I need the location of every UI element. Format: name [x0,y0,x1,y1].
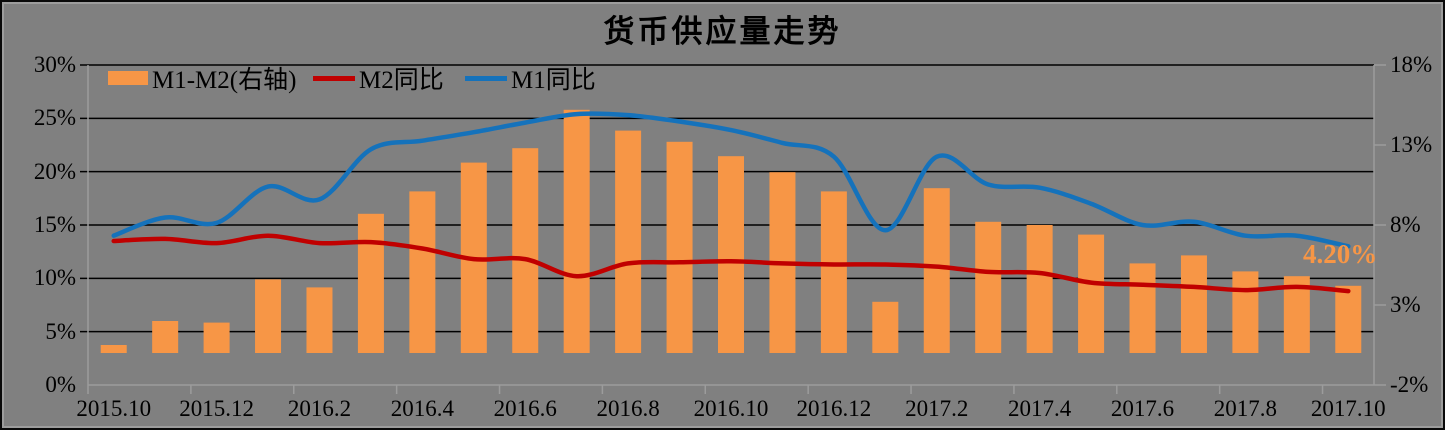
x-axis-tick-label: 2016.12 [796,396,872,421]
x-axis-tick-label: 2017.6 [1110,396,1175,421]
left-axis-tick-label: 30% [33,52,76,77]
bar-swatch-icon [108,71,148,85]
bar [1129,263,1156,353]
legend-item-m2-yoy: M2同比 [313,64,444,94]
m1-yoy-line [111,111,1351,249]
bar [923,188,950,353]
legend-item-m1-yoy: M1同比 [465,64,596,94]
legend-label-m2-yoy: M2同比 [359,67,444,94]
left-axis-tick-label: 10% [33,265,76,291]
left-axis-tick-label: 25% [33,105,76,131]
left-axis-tick-label: 20% [33,158,76,184]
bar [666,141,693,353]
legend-item-m1-m2-spread: M1-M2(右轴) [108,64,296,94]
m2-yoy-line [111,233,1351,294]
right-axis-tick-label: 13% [1390,132,1433,157]
x-axis-tick-label: 2016.6 [493,396,557,421]
x-axis-tick-label: 2015.12 [179,396,254,421]
bar [563,109,590,353]
x-axis-tick-label: 2016.8 [596,396,660,421]
x-axis-tick-label: 2015.10 [76,396,152,421]
right-axis-tick-label: 3% [1390,292,1421,317]
x-axis-tick-label: 2016.2 [287,396,352,421]
bar [615,130,642,353]
bar [1078,234,1105,353]
bar [152,321,179,353]
x-axis-tick-label: 2017.4 [1008,396,1072,421]
bar [872,301,899,353]
legend-label-m1-yoy: M1同比 [511,67,596,94]
x-axis-tick-label: 2016.10 [693,396,769,421]
line-swatch-icon [465,75,507,81]
bar [357,213,384,353]
bar [409,191,436,353]
x-axis-tick-label: 2017.10 [1310,396,1386,421]
bar [512,148,539,353]
bar [203,322,230,353]
last-bar-data-label: 4.20% [1303,239,1378,269]
line-swatch-icon [313,75,355,81]
bar [1026,225,1053,353]
bar [100,345,127,353]
left-axis-tick-label: 5% [45,318,76,344]
x-axis-tick-label: 2016.4 [390,396,454,421]
bar [1335,285,1362,353]
bar [820,191,847,353]
chart-title: 货币供应量走势 [603,14,842,49]
left-axis-tick-label: 0% [45,372,76,397]
right-axis-tick-label: -2% [1390,372,1429,397]
x-axis-tick-label: 2017.8 [1213,396,1278,421]
bar [255,279,282,353]
bar [1232,271,1259,353]
bar [1180,255,1207,353]
bar [718,156,744,353]
legend-label-m1-m2-spread: M1-M2(右轴) [152,67,297,94]
left-axis-tick-label: 15% [33,212,76,237]
bar [306,287,333,353]
right-axis-tick-label: 18% [1390,52,1433,77]
x-axis-tick-label: 2017.2 [905,396,969,421]
right-axis-tick-label: 8% [1390,212,1421,237]
bars-series [100,109,1362,353]
bar [975,221,1002,353]
